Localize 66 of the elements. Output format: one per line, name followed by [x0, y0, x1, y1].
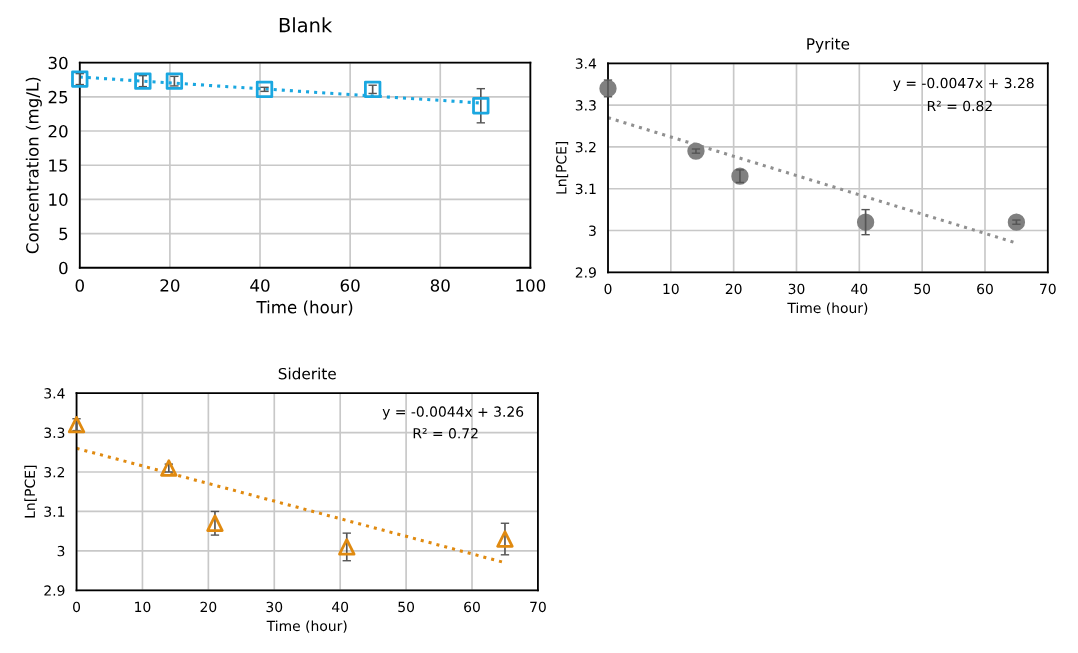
x-tick-label: 0 — [73, 601, 81, 613]
y-tick-label: 3 — [57, 545, 65, 557]
y-tick-label: 3.4 — [575, 58, 597, 69]
x-tick-label: 0 — [604, 283, 612, 295]
x-tick-label: 20 — [725, 283, 742, 295]
x-tick-label: 70 — [530, 601, 546, 613]
x-tick-label: 40 — [332, 601, 349, 613]
y-tick-label: 3.2 — [575, 141, 596, 153]
x-tick-label: 20 — [160, 279, 180, 292]
point — [255, 80, 274, 99]
x-tick-label: 10 — [663, 283, 679, 295]
chart-title: Siderite — [278, 367, 336, 380]
point — [363, 80, 382, 99]
y-tick-label: 3.2 — [44, 466, 65, 478]
x-axis-title: Time (hour) — [266, 620, 347, 633]
point — [206, 514, 224, 532]
x-tick-label: 30 — [266, 601, 283, 613]
annotation: y = -0.0044x + 3.26 — [382, 406, 524, 420]
y-tick-label: 15 — [49, 159, 68, 172]
annotation: y = -0.0047x + 3.28 — [893, 77, 1034, 91]
y-tick-label: 30 — [48, 56, 68, 70]
x-tick-label: 30 — [788, 283, 805, 295]
point — [472, 97, 490, 115]
point — [496, 530, 514, 548]
x-tick-label: 40 — [250, 279, 270, 292]
y-tick-label: 25 — [48, 90, 68, 104]
y-axis-title: Ln[PCE] — [555, 141, 569, 194]
x-tick-label: 60 — [464, 601, 480, 613]
y-tick-label: 3.3 — [575, 100, 596, 111]
y-tick-label: 3.1 — [44, 506, 65, 517]
y-tick-label: 2.9 — [575, 267, 596, 278]
x-axis-title: Time (hour) — [256, 300, 353, 316]
annotation: R² = 0.82 — [927, 100, 992, 112]
point — [856, 213, 875, 231]
y-tick-label: 20 — [48, 125, 68, 138]
y-tick-label: 3.1 — [575, 183, 596, 195]
point — [71, 70, 89, 88]
y-tick-label: 2.9 — [44, 585, 65, 596]
point — [160, 459, 178, 477]
x-tick-label: 50 — [398, 601, 415, 613]
x-tick-label: 0 — [75, 279, 84, 292]
y-tick-label: 3.4 — [44, 388, 65, 399]
x-tick-label: 60 — [340, 279, 360, 292]
point — [67, 415, 86, 434]
y-tick-label: 3.3 — [44, 427, 65, 439]
chart-title: Pyrite — [807, 37, 850, 53]
annotation: R² = 0.72 — [413, 428, 478, 439]
y-tick-label: 5 — [59, 227, 68, 241]
chart-title: Blank — [279, 17, 333, 33]
point — [338, 538, 356, 556]
x-tick-label: 40 — [851, 283, 868, 295]
x-tick-label: 100 — [516, 279, 546, 292]
point — [134, 72, 152, 90]
point — [165, 72, 184, 90]
y-tick-label: 10 — [49, 193, 68, 206]
x-tick-label: 50 — [914, 283, 931, 295]
x-tick-label: 20 — [200, 601, 217, 613]
y-tick-label: 0 — [59, 261, 68, 275]
y-tick-label: 3 — [589, 225, 596, 236]
x-tick-label: 60 — [977, 283, 993, 295]
x-axis-title: Time (hour) — [787, 302, 868, 315]
x-tick-label: 80 — [430, 279, 450, 292]
x-tick-label: 70 — [1040, 283, 1056, 295]
y-axis-title: Ln[PCE] — [24, 465, 37, 518]
y-axis-title: Concentration (mg/L) — [25, 77, 42, 254]
x-tick-label: 10 — [135, 601, 151, 613]
